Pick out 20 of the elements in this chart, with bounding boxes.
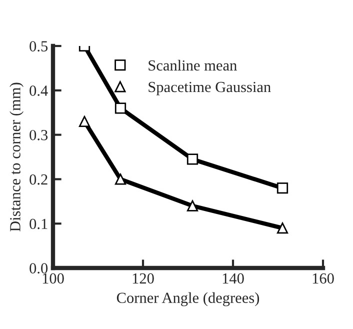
point — [186, 154, 198, 165]
y-tick-label: 0.3 — [30, 130, 48, 140]
y-tick-label: 0.5 — [30, 41, 48, 52]
legend-label: Spacetime Gaussian — [148, 82, 271, 96]
point — [78, 116, 90, 128]
y-tick-label: 0.2 — [30, 174, 48, 185]
x-tick-label: 100 — [42, 273, 64, 284]
y-tick-label: 0.4 — [30, 86, 48, 96]
point — [276, 222, 288, 234]
legend-label: Scanline mean — [148, 60, 237, 71]
y-tick-label: 0.1 — [30, 218, 48, 230]
point — [114, 102, 126, 114]
x-tick-label: 160 — [312, 273, 334, 284]
y-axis-title: Distance to corner (mm) — [10, 82, 24, 232]
y-tick-label: 0.0 — [30, 263, 48, 274]
x-tick-label: 140 — [222, 273, 244, 284]
point — [276, 182, 288, 194]
point — [114, 174, 126, 185]
x-tick-label: 120 — [132, 273, 154, 284]
x-axis-title: Corner Angle (degrees) — [116, 292, 260, 306]
